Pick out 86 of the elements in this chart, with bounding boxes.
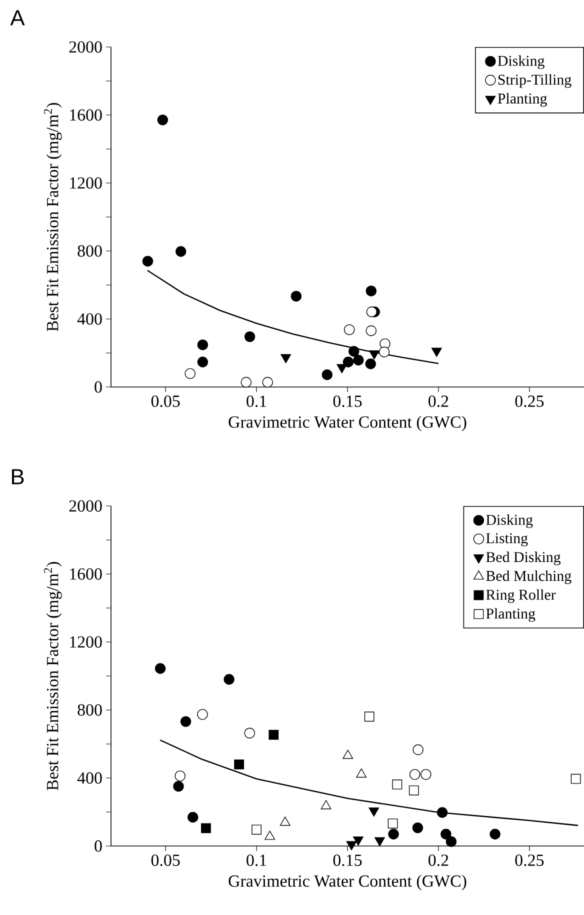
y-tick-label: 1600 bbox=[70, 109, 102, 121]
point bbox=[142, 256, 154, 267]
y-tick-label: 1200 bbox=[70, 177, 102, 189]
point bbox=[436, 807, 448, 818]
legend-label: Ring Roller bbox=[486, 589, 556, 603]
point bbox=[244, 331, 256, 342]
legend-label: Planting bbox=[498, 93, 547, 107]
point bbox=[388, 828, 399, 840]
x-tick-label: 0.1 bbox=[246, 396, 266, 408]
point bbox=[336, 364, 348, 374]
x-axis-title: Gravimetric Water Content (GWC) bbox=[228, 416, 466, 432]
point bbox=[440, 828, 452, 840]
y-axis-title: Best Fit Emission Factor (mg/m$^{2}$) bbox=[44, 103, 62, 332]
point bbox=[197, 356, 208, 368]
chart-title: A bbox=[10, 10, 25, 26]
y-tick-label: 2000 bbox=[69, 41, 102, 53]
x-axis-title: Gravimetric Water Content (GWC) bbox=[228, 874, 466, 890]
point bbox=[378, 346, 390, 358]
point bbox=[408, 785, 419, 796]
y-tick-label: 800 bbox=[78, 245, 102, 257]
point bbox=[320, 800, 332, 810]
line-series bbox=[146, 270, 440, 364]
y-tick-label: 2000 bbox=[69, 500, 102, 512]
legend-label: Bed Disking bbox=[486, 552, 561, 566]
point bbox=[234, 759, 244, 770]
point bbox=[570, 774, 581, 784]
y-tick-label: 400 bbox=[77, 772, 102, 784]
y-tick-label: 400 bbox=[77, 313, 102, 325]
point bbox=[388, 818, 398, 829]
point bbox=[368, 807, 380, 817]
point bbox=[392, 780, 402, 790]
point bbox=[356, 768, 367, 778]
legend-label: Planting bbox=[486, 608, 536, 622]
y-tick-label: 0 bbox=[94, 840, 102, 852]
point bbox=[348, 346, 360, 357]
point bbox=[366, 306, 378, 318]
x-tick-label: 0.05 bbox=[151, 854, 180, 866]
chart-title: B bbox=[12, 469, 24, 484]
point bbox=[280, 354, 292, 364]
point bbox=[176, 246, 186, 257]
x-tick-label: 0.05 bbox=[151, 396, 180, 408]
point bbox=[431, 348, 442, 357]
line-series bbox=[159, 739, 579, 826]
x-tick-label: 0.2 bbox=[428, 396, 448, 408]
y-tick-label: 1600 bbox=[70, 568, 102, 580]
point bbox=[346, 841, 357, 850]
point bbox=[342, 356, 354, 368]
x-tick-label: 0.15 bbox=[333, 854, 362, 866]
legend-label: Disking bbox=[486, 514, 533, 528]
point bbox=[180, 716, 192, 727]
point bbox=[342, 750, 354, 759]
point bbox=[290, 290, 302, 302]
legend-label: Listing bbox=[486, 533, 528, 546]
legend-label: Disking bbox=[498, 55, 544, 69]
point bbox=[353, 354, 364, 366]
y-tick-label: 800 bbox=[78, 704, 102, 716]
point bbox=[197, 339, 208, 350]
y-tick-label: 0 bbox=[94, 381, 102, 393]
point bbox=[490, 828, 500, 840]
point bbox=[412, 822, 424, 834]
y-tick-label: 1200 bbox=[70, 636, 102, 648]
x-tick-label: 0.2 bbox=[428, 854, 448, 866]
y-axis-title: Best Fit Emission Factor (mg/m$^{2}$) bbox=[44, 562, 62, 790]
point bbox=[322, 369, 332, 380]
point bbox=[224, 674, 234, 685]
point bbox=[201, 823, 211, 834]
point bbox=[154, 663, 166, 674]
point bbox=[157, 114, 168, 126]
point bbox=[364, 712, 374, 722]
point bbox=[366, 286, 376, 296]
point bbox=[446, 836, 457, 847]
point bbox=[369, 350, 380, 360]
point bbox=[188, 812, 198, 823]
x-tick-label: 0.1 bbox=[246, 854, 266, 866]
point bbox=[374, 837, 385, 846]
point bbox=[365, 358, 376, 370]
point bbox=[252, 824, 262, 835]
legend-label: Strip-Tilling bbox=[498, 74, 572, 88]
point bbox=[173, 780, 184, 792]
x-tick-label: 0.15 bbox=[333, 396, 362, 408]
legend-label: Bed Mulching bbox=[486, 570, 572, 584]
point bbox=[268, 730, 279, 740]
x-tick-label: 0.25 bbox=[515, 396, 544, 408]
x-tick-label: 0.25 bbox=[515, 854, 544, 866]
point bbox=[264, 830, 276, 840]
point bbox=[280, 816, 290, 826]
